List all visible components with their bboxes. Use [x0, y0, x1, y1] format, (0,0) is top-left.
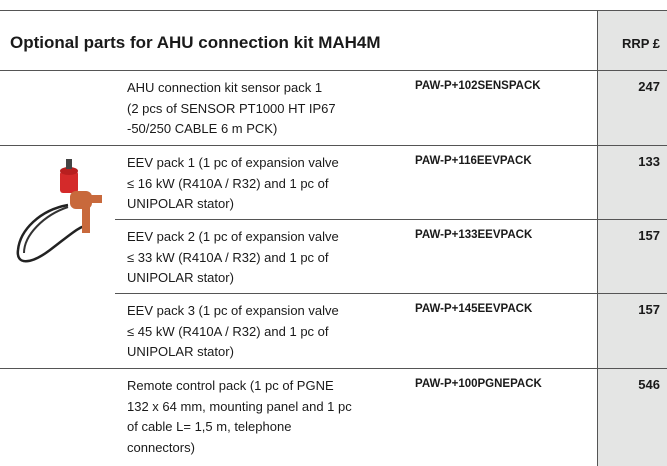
- price: 157: [638, 302, 660, 317]
- rule: [115, 219, 667, 220]
- table-title: Optional parts for AHU connection kit MA…: [10, 33, 381, 52]
- description-line: UNIPOLAR stator): [127, 196, 234, 211]
- description-line: EEV pack 2 (1 pc of expansion valve: [127, 229, 339, 244]
- rule: [0, 70, 667, 71]
- description-line: Remote control pack (1 pc of PGNE: [127, 378, 334, 393]
- price: 247: [638, 79, 660, 94]
- description-line: ≤ 33 kW (R410A / R32) and 1 pc of: [127, 249, 329, 265]
- part-code: PAW-P+116EEVPACK: [415, 155, 532, 167]
- description-line: ≤ 16 kW (R410A / R32) and 1 pc of: [127, 175, 329, 191]
- price: 157: [638, 228, 660, 243]
- description-line: UNIPOLAR stator): [127, 270, 234, 285]
- price: 133: [638, 154, 660, 169]
- rule: [115, 293, 667, 294]
- description-line: AHU connection kit sensor pack 1: [127, 80, 323, 95]
- description-line: (2 pcs of SENSOR PT1000 HT IP67: [127, 100, 336, 116]
- price-header: RRP £: [621, 36, 660, 51]
- price: 546: [638, 377, 660, 392]
- description-line: EEV pack 3 (1 pc of expansion valve: [127, 303, 339, 318]
- rule: [0, 145, 667, 146]
- valve-image: [16, 159, 102, 263]
- description-line: connectors): [127, 439, 195, 455]
- description-line: 132 x 64 mm, mounting panel and 1 pc: [127, 398, 352, 414]
- description-line: ≤ 45 kW (R410A / R32) and 1 pc of: [127, 323, 329, 339]
- part-code: PAW-P+145EEVPACK: [415, 303, 533, 315]
- description-line: EEV pack 1 (1 pc of expansion valve: [127, 155, 339, 170]
- rule: [0, 10, 667, 11]
- part-code: PAW-P+100PGNEPACK: [415, 378, 542, 390]
- part-code: PAW-P+133EEVPACK: [415, 229, 533, 241]
- description-line: -50/250 CABLE 6 m PCK): [127, 121, 278, 136]
- price-column: [597, 10, 667, 466]
- rule: [0, 368, 667, 369]
- part-code: PAW-P+102SENSPACK: [415, 80, 541, 92]
- description-line: UNIPOLAR stator): [127, 344, 234, 359]
- column-rule: [597, 10, 598, 466]
- description-line: of cable L= 1,5 m, telephone: [127, 419, 292, 434]
